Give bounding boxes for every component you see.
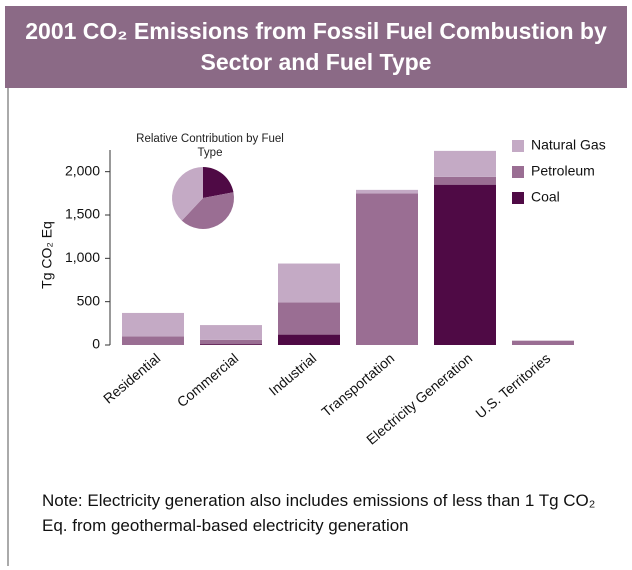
pie-slice <box>203 167 234 198</box>
y-tick-label: 2,000 <box>65 162 100 178</box>
legend-label: Natural Gas <box>531 137 606 153</box>
y-tick-label: 500 <box>77 292 101 308</box>
bar-segment <box>356 193 418 345</box>
bar-segment <box>278 302 340 335</box>
pie-slice <box>181 192 234 230</box>
bar-segment <box>278 263 340 303</box>
bar-segment <box>434 184 496 345</box>
bar-segment <box>200 344 262 345</box>
bar-segment <box>434 176 496 185</box>
bar-segment <box>122 336 184 345</box>
bar-segment <box>434 150 496 177</box>
bar-segment <box>278 334 340 345</box>
y-axis-label: Tg CO₂ Eq <box>39 221 55 289</box>
y-tick-label: 1,500 <box>65 206 100 222</box>
legend-label: Petroleum <box>531 163 595 179</box>
x-tick-label: Industrial <box>266 350 320 399</box>
legend-swatch <box>512 192 524 204</box>
x-tick-label: Commercial <box>174 350 241 410</box>
bar-segment <box>200 339 262 345</box>
legend-swatch <box>512 140 524 152</box>
pie-title: Relative Contribution by Fuel Type <box>136 133 284 159</box>
note: Note: Electricity generation also includ… <box>42 491 596 535</box>
bar-segment <box>356 189 418 194</box>
x-tick-label: Residential <box>100 350 163 407</box>
bar-segment <box>200 325 262 340</box>
y-tick-label: 0 <box>92 336 100 352</box>
pie-slice <box>171 167 203 221</box>
bar-segment <box>512 340 574 345</box>
chart-title: 2001 CO₂ Emissions from Fossil Fuel Comb… <box>5 6 627 88</box>
legend-label: Coal <box>531 189 560 205</box>
x-tick-label: Transportation <box>318 350 397 420</box>
x-tick-label: U.S. Territories <box>472 350 553 422</box>
legend-swatch <box>512 166 524 178</box>
bar-segment <box>122 312 184 337</box>
y-tick-label: 1,000 <box>65 249 100 265</box>
